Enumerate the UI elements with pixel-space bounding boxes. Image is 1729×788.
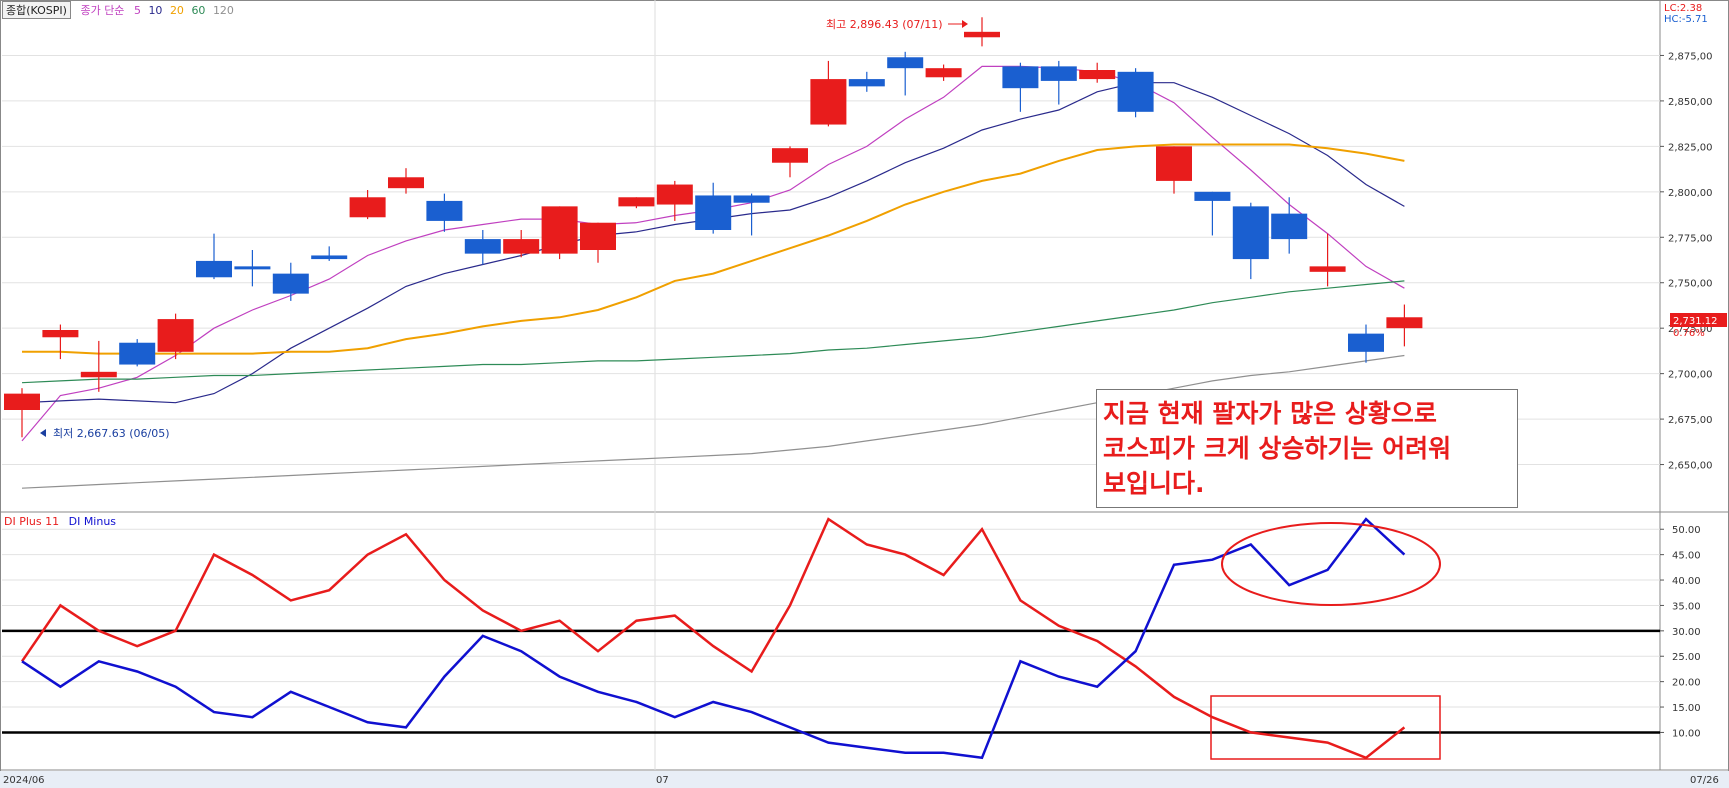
candle-body — [119, 342, 156, 365]
candle-body — [464, 239, 501, 254]
price-tick-label: 2,850,00 — [1668, 97, 1713, 108]
price-tick-label: 2,825,00 — [1668, 142, 1713, 153]
ma-period-10: 10 — [148, 4, 163, 17]
di-tick-label: 45.00 — [1672, 551, 1701, 562]
candle-body — [1040, 66, 1077, 81]
ma-line-5 — [21, 65, 1405, 442]
candle-body — [1002, 66, 1039, 89]
di-plus-label: DI Plus 11 — [4, 515, 60, 528]
candle-body — [541, 206, 578, 254]
candle-body — [234, 266, 271, 270]
di-tick-label: 30.00 — [1672, 627, 1701, 638]
di-plus-highlight-rect — [1210, 695, 1441, 760]
high-annotation: 최고 2,896.43 (07/11) — [826, 18, 943, 31]
candle-body — [388, 177, 424, 189]
candle-body — [810, 79, 847, 125]
comment-box: 지금 현재 팔자가 많은 상황으로 코스피가 크게 상승하기는 어려워 보입니다… — [1096, 389, 1518, 508]
candle-body — [1232, 206, 1269, 260]
candle-body — [196, 260, 232, 278]
axis-layer: 2,650,00 2,675,00 2,700,00 2,725,00 2,750,00… — [1660, 51, 1713, 739]
candle-body — [272, 273, 309, 294]
candle-body — [1194, 191, 1231, 201]
ma-line-20 — [22, 143, 1405, 355]
candle-body — [1348, 333, 1384, 352]
candle-body — [503, 239, 540, 254]
candlestick-layer — [4, 17, 1423, 438]
x-label-end: 07/26 — [1690, 775, 1719, 786]
comment-line-2: 코스피가 크게 상승하기는 어려워 — [1103, 434, 1452, 463]
di-legend: DI Plus 11 DI Minus — [4, 515, 122, 528]
price-tick-label: 2,750,00 — [1668, 279, 1713, 290]
price-tick-label: 2,675,00 — [1668, 415, 1713, 426]
price-legend: 종합(KOSPI) 종가 단순 5 10 20 60 120 — [2, 1, 238, 19]
di-tick-label: 20.00 — [1672, 678, 1701, 689]
candle-body — [1079, 70, 1116, 80]
candle-body — [1386, 317, 1423, 329]
di-tick-label: 40.00 — [1672, 576, 1701, 587]
candle-body — [618, 197, 655, 207]
candle-body — [656, 184, 693, 205]
ma-period-120: 120 — [212, 4, 234, 17]
ma-period-60: 60 — [191, 4, 206, 17]
candle-body — [848, 79, 885, 87]
candle-body — [925, 68, 962, 78]
price-tick-label: 2,800,00 — [1668, 188, 1713, 199]
last-price-tag — [1670, 313, 1727, 327]
ma-period-5: 5 — [133, 4, 141, 17]
di-minus-line — [21, 517, 1406, 760]
high-arrow-head — [962, 20, 968, 28]
candle-body — [733, 195, 770, 203]
comment-line-3: 보입니다. — [1103, 469, 1205, 498]
di-tick-label: 50.00 — [1672, 525, 1701, 536]
di-tick-label: 35.00 — [1672, 601, 1701, 612]
ma-period-20: 20 — [169, 4, 184, 17]
candle-body — [1309, 266, 1346, 272]
x-label-mid: 07 — [656, 775, 669, 786]
candle-body — [1117, 71, 1154, 112]
low-arrow-head — [40, 429, 46, 437]
candle-body — [426, 200, 463, 221]
candle-body — [887, 57, 924, 69]
ma-type-label: 종가 단순 — [80, 4, 125, 17]
candle-body — [772, 148, 808, 163]
candle-body — [42, 330, 79, 338]
price-tick-label: 2,875,00 — [1668, 51, 1713, 62]
ma-line-60 — [21, 280, 1405, 384]
di-minus-label: DI Minus — [68, 515, 117, 528]
price-tick-label: 2,650,00 — [1668, 461, 1713, 472]
di-tick-label: 10.00 — [1672, 728, 1701, 739]
price-tick-label: 2,700,00 — [1668, 370, 1713, 381]
candle-body — [1271, 213, 1308, 240]
price-tick-label: 2,725,00 — [1668, 324, 1713, 335]
di-plus-line — [20, 517, 1406, 760]
di-minus-highlight-ellipse — [1221, 522, 1441, 606]
candle-body — [964, 31, 1000, 38]
x-axis-band — [0, 771, 1729, 788]
last-change-text: 0.76% — [1673, 328, 1705, 339]
candle-body — [157, 319, 194, 352]
price-tick-label: 2,775,00 — [1668, 233, 1713, 244]
candle-body — [80, 371, 117, 378]
hc-label: HC:-5.71 — [1664, 14, 1708, 25]
comment-line-1: 지금 현재 팔자가 많은 상황으로 — [1103, 399, 1437, 428]
candle-body — [695, 195, 732, 230]
symbol-label[interactable]: 종합(KOSPI) — [2, 1, 71, 19]
ma-line-10 — [21, 82, 1405, 404]
last-price-text: 2,731.12 — [1673, 316, 1718, 327]
di-tick-label: 25.00 — [1672, 652, 1701, 663]
candle-body — [349, 197, 386, 218]
lc-label: LC:2.38 — [1664, 3, 1702, 14]
candle-body — [311, 255, 348, 260]
ma-line-120 — [21, 354, 1405, 489]
candle-body — [1156, 146, 1192, 181]
candle-body — [4, 393, 40, 410]
di-tick-label: 15.00 — [1672, 703, 1701, 714]
low-annotation: 최저 2,667.63 (06/05) — [53, 427, 170, 440]
di-indicator-layer — [20, 517, 1406, 760]
x-label-start: 2024/06 — [3, 775, 45, 786]
candle-body — [580, 222, 616, 250]
